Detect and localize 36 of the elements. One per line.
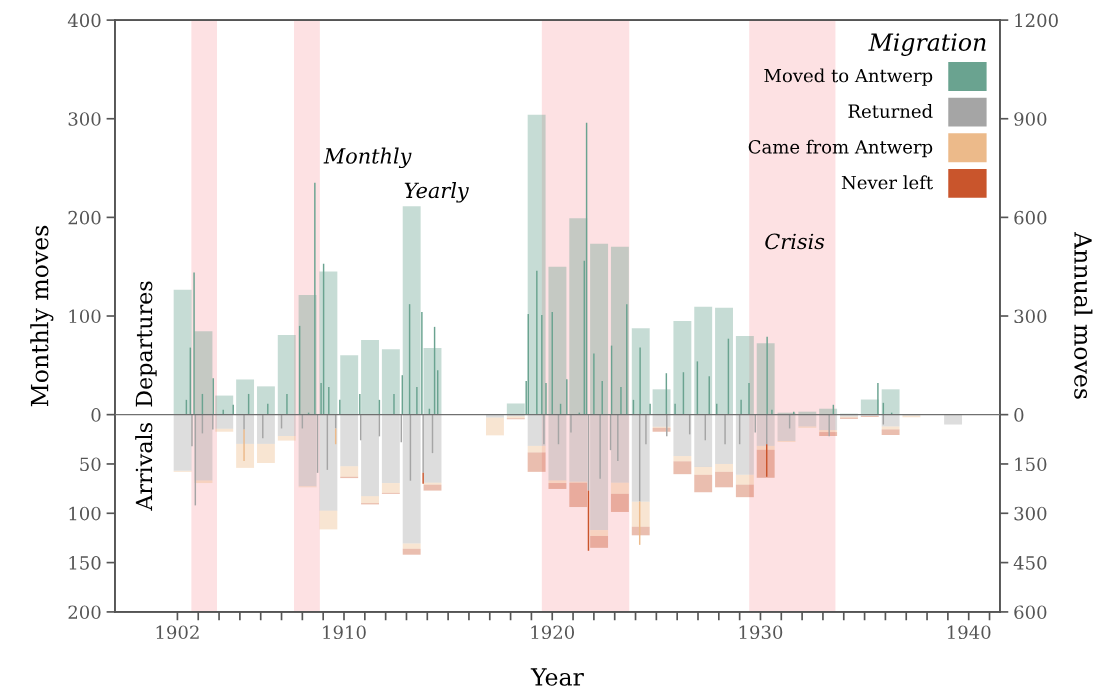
annotation: Monthly xyxy=(323,147,412,169)
legend-label: Came from Antwerp xyxy=(748,139,933,158)
y-tick-label: 300 xyxy=(68,112,101,126)
y-tick-label: 150 xyxy=(69,556,101,570)
x-tick-label: 1910 xyxy=(323,625,366,640)
y-tick-label: 200 xyxy=(68,605,101,620)
y2-axis-title: Annual moves xyxy=(1074,231,1093,399)
y2-tick-label: 0 xyxy=(1014,408,1024,422)
y-tick-label: 200 xyxy=(68,210,101,225)
x-axis-title: Year xyxy=(530,668,584,686)
y2-tick-label: 450 xyxy=(1013,556,1047,570)
annotation: Departures xyxy=(135,281,157,407)
y-axis-title: Monthly moves xyxy=(30,225,54,407)
y2-tick-label: 600 xyxy=(1014,210,1047,225)
y-tick-label: 400 xyxy=(67,13,101,28)
annotation: Crisis xyxy=(765,233,825,250)
y2-tick-label: 1200 xyxy=(1015,13,1058,28)
y-tick-label: 100 xyxy=(69,309,101,324)
y-tick-label: 0 xyxy=(91,408,101,422)
x-tick-label: 1902 xyxy=(156,625,199,640)
annotation: Arrivals xyxy=(135,423,153,511)
legend-title: Migration xyxy=(868,33,986,56)
y-tick-label: 50 xyxy=(80,457,101,472)
y-tick-label: 100 xyxy=(69,506,101,521)
x-tick-label: 1930 xyxy=(739,625,783,640)
legend-label: Never left xyxy=(841,175,933,190)
annotation: Yearly xyxy=(404,182,469,203)
x-tick-label: 1920 xyxy=(531,625,575,640)
legend-label: Returned xyxy=(848,104,933,119)
y2-tick-label: 150 xyxy=(1015,457,1047,472)
x-tick-label: 1940 xyxy=(947,625,991,640)
y2-tick-label: 900 xyxy=(1014,112,1047,126)
y2-tick-label: 600 xyxy=(1014,605,1047,620)
y2-tick-label: 300 xyxy=(1014,506,1047,521)
y2-tick-label: 300 xyxy=(1014,309,1047,324)
legend-label: Moved to Antwerp xyxy=(764,68,933,86)
